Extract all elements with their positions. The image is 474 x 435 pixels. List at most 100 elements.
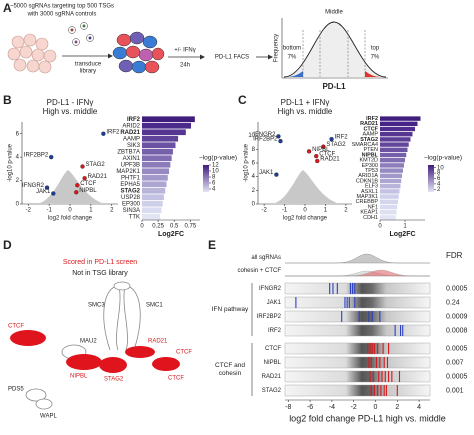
- category-label: KMT2D: [360, 158, 379, 164]
- bar: [380, 189, 400, 194]
- x-tick-label: 0: [303, 208, 307, 214]
- bar: [380, 142, 409, 147]
- row-label: IFNGR2: [259, 286, 282, 292]
- category-label: EP300: [122, 201, 141, 207]
- bar: [142, 174, 168, 181]
- x-tick-label: -2: [26, 208, 32, 214]
- top-percent: 7%: [371, 55, 380, 61]
- point: [74, 190, 79, 195]
- category-label: SMARCA4: [352, 142, 378, 148]
- x-tick-label: -2: [261, 208, 267, 214]
- y-tick-label: 4: [252, 174, 256, 180]
- bar: [380, 121, 418, 126]
- x-tick-label: 0.75: [184, 224, 196, 230]
- panel-label: E: [208, 238, 216, 252]
- category-label: EP300: [362, 163, 378, 169]
- bar: [380, 215, 396, 220]
- row-background: [284, 370, 431, 383]
- bar: [380, 116, 421, 121]
- category-label: SIN3A: [123, 208, 140, 214]
- category-label: UPF3B: [121, 162, 140, 168]
- category-label: USP28: [121, 195, 141, 201]
- point: [274, 172, 279, 177]
- virus-icons: [68, 22, 94, 46]
- category-label: AAMP: [123, 136, 140, 142]
- x-tick-label: 2: [395, 404, 399, 411]
- top-label: top: [371, 46, 380, 52]
- fdr-value: 0.0005: [446, 345, 468, 352]
- point-label: IRF2: [335, 135, 349, 141]
- bar: [142, 116, 195, 123]
- category-label: NIPBL: [362, 152, 379, 158]
- bar: [142, 168, 170, 175]
- protein-label: NIPBL: [70, 374, 88, 380]
- bar: [142, 142, 176, 149]
- legend-scored: Scored in PD-L1 screen: [63, 259, 137, 266]
- y-tick-label: 0: [16, 202, 20, 208]
- y-tick-label: 2: [16, 178, 20, 184]
- legend-not: Not in TSG library: [72, 270, 128, 277]
- category-label: PTEN: [363, 147, 378, 153]
- panel-label: A: [3, 1, 12, 15]
- category-label: KEAP1: [360, 210, 378, 216]
- time: 24h: [180, 63, 190, 69]
- category-label: CREBBP: [356, 199, 379, 205]
- point-label: NIPBL: [79, 188, 97, 194]
- category-label: STAG2: [120, 188, 140, 194]
- row-background: [284, 356, 431, 369]
- row-label: NIPBL: [264, 360, 282, 366]
- chart-title: PD-L1 - IFNγ: [47, 98, 94, 107]
- point-label: IRF2BP2: [24, 153, 49, 159]
- y-tick-label: 6: [252, 161, 256, 167]
- point-label: IFNGR2: [253, 132, 276, 138]
- protein-label: CTCF: [168, 376, 184, 382]
- x-tick-label: 2: [344, 208, 348, 214]
- category-label: ZBTB7A: [117, 149, 140, 155]
- protein-label: WAPL: [40, 414, 57, 420]
- y-tick-label: 8: [252, 147, 256, 153]
- treatment: +/- IFNγ: [174, 48, 196, 54]
- x-tick-label: -2: [351, 404, 357, 411]
- category-label: EPHA5: [120, 182, 140, 188]
- group-label: cohesin: [219, 370, 242, 377]
- colorbar: [428, 165, 434, 192]
- category-label: RAD21: [360, 121, 378, 127]
- point: [315, 158, 320, 164]
- protein-label: SMC3: [88, 303, 105, 309]
- row-label: cohesin + CTCF: [237, 268, 281, 274]
- transduced-cells: [112, 31, 165, 74]
- point: [329, 136, 334, 142]
- bar: [142, 194, 164, 201]
- fdr-value: 0.0009: [446, 313, 468, 320]
- smc1: [123, 285, 141, 351]
- point: [80, 164, 85, 169]
- colorbar-title: −log(p-value): [424, 155, 462, 162]
- colorbar-tick-label: 6: [437, 176, 441, 182]
- x-tick-label: 1: [89, 208, 93, 214]
- colorbar-tick-label: 10: [212, 169, 219, 175]
- library-text: ~5000 sgRNAs targeting top 500 TSGs: [10, 4, 114, 10]
- point: [314, 154, 319, 159]
- chart-title: PD-L1 + IFNγ: [281, 98, 330, 107]
- point-label: IRF2BP2: [253, 137, 278, 143]
- point: [75, 183, 80, 188]
- bar: [142, 129, 186, 136]
- cells: [7, 33, 57, 74]
- point-label: RAD21: [320, 157, 340, 163]
- colorbar-tick-label: 4: [437, 181, 441, 187]
- point-label: IRF2: [106, 129, 120, 135]
- bar: [380, 137, 411, 142]
- point-cloud: [40, 170, 102, 203]
- protein-label: PDS5: [8, 387, 24, 393]
- row-label: STAG2: [262, 388, 282, 394]
- bar: [380, 147, 408, 152]
- point: [49, 154, 54, 160]
- row-label: all sgRNAs: [251, 255, 281, 261]
- colorbar-tick-label: 10: [437, 165, 444, 171]
- protein-label: SMC1: [146, 303, 163, 309]
- point: [306, 149, 312, 154]
- category-label: AAMP: [363, 132, 379, 138]
- colorbar-tick-label: 8: [437, 171, 441, 177]
- point-label: STAG2: [326, 142, 346, 148]
- point: [51, 191, 56, 196]
